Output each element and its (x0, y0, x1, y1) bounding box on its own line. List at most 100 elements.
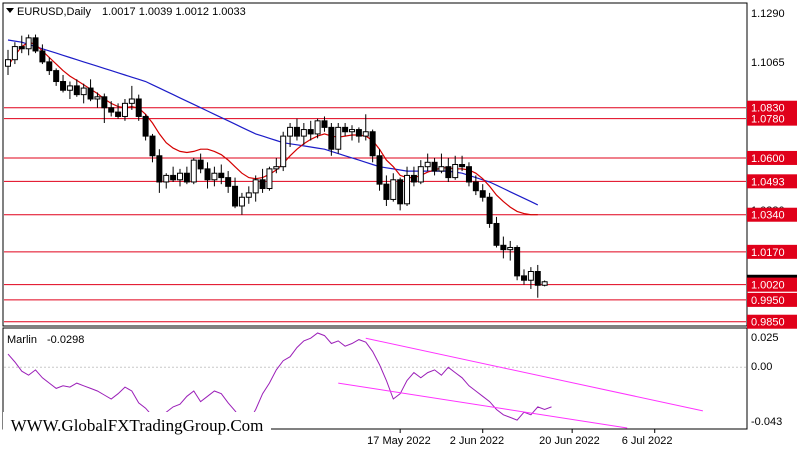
candle-49 (342, 123, 349, 137)
price-tick-2: 1.1065 (751, 57, 785, 69)
candle-0 (5, 49, 11, 75)
candle-5 (39, 44, 46, 65)
candle-body-25 (177, 172, 183, 181)
candle-body-41 (287, 126, 294, 137)
candle-body-0 (5, 59, 11, 67)
candle-32 (225, 171, 232, 193)
candle-20 (142, 114, 149, 141)
candle-body-38 (266, 168, 273, 190)
candle-48 (335, 123, 342, 154)
candle-body-71 (493, 222, 500, 246)
candle-44 (307, 120, 314, 141)
main-chart-frame (2, 2, 748, 327)
candle-77 (534, 264, 541, 298)
candle-8 (60, 74, 67, 93)
candle-74 (514, 245, 521, 281)
support-resistance-levels: 1.08301.07801.06001.04931.03401.01701.00… (4, 100, 797, 329)
level-tag-label-4: 1.0340 (751, 210, 785, 222)
candle-body-65 (452, 164, 459, 179)
candle-body-58 (404, 174, 411, 205)
candle-38 (266, 166, 273, 191)
watermark: WWW.GlobalFXTradingGroup.Com (3, 412, 271, 440)
level-tag-5 (747, 244, 797, 259)
candle-body-33 (232, 185, 239, 207)
candle-body-10 (73, 85, 80, 96)
candle-body-42 (293, 126, 300, 137)
x-axis-labels: 17 May 2022 2 Jun 2022 20 Jun 2022 6 Jul 20… (367, 429, 672, 447)
level-tag-1 (747, 111, 797, 126)
candle-body-7 (53, 70, 60, 83)
candle-body-36 (252, 179, 259, 194)
x-label-0: 17 May 2022 (367, 435, 431, 447)
candle-2 (18, 35, 25, 54)
candle-body-48 (335, 126, 342, 150)
candle-3 (25, 34, 32, 56)
x-label-1: 2 Jun 2022 (450, 435, 504, 447)
candle-body-52 (362, 131, 369, 137)
candle-29 (204, 162, 211, 189)
candle-23 (163, 173, 170, 189)
candle-68 (472, 175, 479, 196)
candle-body-55 (383, 183, 390, 200)
indicator-name: Marlin (7, 334, 37, 346)
candle-body-47 (328, 126, 335, 150)
candle-body-56 (390, 179, 397, 200)
candle-body-27 (190, 159, 197, 183)
candle-13 (94, 92, 101, 108)
candle-body-4 (32, 37, 39, 52)
level-tag-3 (747, 174, 797, 189)
candle-52 (362, 114, 369, 141)
candle-61 (424, 153, 431, 172)
candle-body-66 (459, 164, 466, 168)
candle-17 (121, 98, 128, 121)
candle-37 (259, 168, 266, 193)
candle-34 (238, 192, 245, 215)
candle-18 (128, 85, 135, 110)
level-tag-label-8: 0.9850 (751, 317, 785, 329)
candle-26 (183, 166, 190, 185)
candle-body-69 (479, 190, 486, 198)
symbol-dropdown-icon[interactable] (6, 8, 14, 13)
candle-body-54 (376, 155, 383, 185)
candle-16 (115, 103, 122, 119)
candle-body-30 (211, 172, 218, 181)
candle-body-22 (156, 155, 163, 183)
candle-54 (376, 149, 383, 191)
candle-body-74 (514, 246, 521, 277)
level-tag-top-label: 1.0020 (751, 280, 785, 292)
candle-22 (156, 149, 163, 193)
candle-14 (101, 93, 108, 124)
candle-24 (170, 166, 177, 182)
candle-50 (349, 125, 355, 141)
candle-body-31 (218, 172, 225, 179)
level-tag-2 (747, 150, 797, 165)
candle-body-3 (25, 37, 32, 50)
candle-body-61 (424, 161, 431, 168)
candle-body-17 (121, 102, 128, 117)
candle-body-49 (342, 126, 349, 133)
candle-55 (383, 175, 390, 206)
level-tag-label-1: 1.0780 (751, 114, 785, 126)
candle-body-62 (431, 161, 438, 172)
candle-body-63 (438, 166, 445, 172)
channel-lower-line (338, 382, 628, 429)
level-tag-top (747, 277, 797, 292)
candle-body-23 (163, 174, 170, 183)
indicator-tick-zero: 0.00 (751, 361, 772, 373)
candle-body-34 (238, 196, 245, 207)
candle-78 (541, 280, 548, 287)
level-tag-0 (747, 100, 797, 115)
candle-body-32 (225, 177, 232, 187)
marlin-indicator (4, 332, 746, 429)
candle-9 (66, 81, 73, 99)
ohlc-values: 1.0017 1.0039 1.0012 1.0033 (102, 6, 246, 18)
candle-64 (445, 157, 452, 182)
candle-33 (232, 177, 239, 209)
level-tag-label-5: 1.0170 (751, 247, 785, 259)
candle-4 (32, 34, 39, 54)
candle-39 (273, 157, 280, 174)
candle-body-26 (183, 172, 190, 183)
candle-10 (73, 79, 80, 97)
price-tick-1: 1.1290 (751, 8, 785, 20)
candle-31 (218, 164, 225, 185)
